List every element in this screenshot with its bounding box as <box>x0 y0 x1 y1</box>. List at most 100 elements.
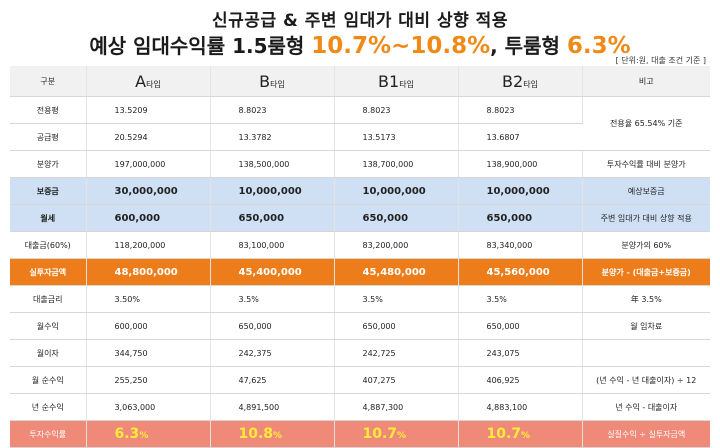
cell: 13.5173 <box>334 123 459 151</box>
note-annual-net: 년 수익 - 대출이자 <box>582 393 710 421</box>
cell: 8.8023 <box>458 96 583 124</box>
label-monthly-income: 월수익 <box>10 312 87 340</box>
cell: 4,891,500 <box>210 393 335 421</box>
yield-value: 10.7% <box>458 420 583 448</box>
title-highlight-1: 10.7%~10.8% <box>311 33 491 59</box>
label-yield: 투자수익률 <box>10 420 87 448</box>
title-mid: , 투룸형 <box>490 34 567 58</box>
cell: 4,887,300 <box>334 393 459 421</box>
cell: 650,000 <box>334 312 459 340</box>
cell: 48,800,000 <box>86 258 211 286</box>
label-price: 분양가 <box>10 150 87 178</box>
note-deposit: 예상보증금 <box>582 177 710 205</box>
cell: 3,063,000 <box>86 393 211 421</box>
row-monthly-net: 월 순수익 255,250 47,625 407,275 406,925 (년 … <box>10 366 710 394</box>
yield-value: 6.3% <box>86 420 211 448</box>
label-loan: 대출금(60%) <box>10 231 87 259</box>
cell: 650,000 <box>458 312 583 340</box>
cell: 406,925 <box>458 366 583 394</box>
note-monthly-income: 월 임차료 <box>582 312 710 340</box>
header-type-b1: B1타입 <box>334 66 459 97</box>
note-yield: 실질수익 ÷ 실투자금액 <box>582 420 710 448</box>
cell: 407,275 <box>334 366 459 394</box>
header-gubun: 구분 <box>10 66 87 97</box>
cell: 30,000,000 <box>86 177 211 205</box>
cell: 243,075 <box>458 339 583 367</box>
yield-table: 구분 A타입 B타입 B1타입 B2타입 비고 전용평 13.5209 8.80… <box>10 66 710 448</box>
cell: 650,000 <box>458 204 583 232</box>
cell: 45,480,000 <box>334 258 459 286</box>
label-monthly-interest: 월이자 <box>10 339 87 367</box>
yield-value: 10.8% <box>210 420 335 448</box>
cell: 83,200,000 <box>334 231 459 259</box>
title-highlight-2: 6.3% <box>566 33 631 59</box>
row-deposit: 보증금 30,000,000 10,000,000 10,000,000 10,… <box>10 177 710 205</box>
row-rent: 월세 600,000 650,000 650,000 650,000 주변 임대… <box>10 204 710 232</box>
cell: 83,100,000 <box>210 231 335 259</box>
cell: 10,000,000 <box>458 177 583 205</box>
cell: 650,000 <box>210 204 335 232</box>
cell: 138,900,000 <box>458 150 583 178</box>
cell: 3.5% <box>458 285 583 313</box>
cell: 344,750 <box>86 339 211 367</box>
cell: 10,000,000 <box>334 177 459 205</box>
label-area: 전용평 <box>10 96 87 124</box>
cell: 45,400,000 <box>210 258 335 286</box>
note-monthly-interest <box>582 339 710 367</box>
cell: 242,725 <box>334 339 459 367</box>
label-monthly-net: 월 순수익 <box>10 366 87 394</box>
row-loan: 대출금(60%) 118,200,000 83,100,000 83,200,0… <box>10 231 710 259</box>
cell: 4,883,100 <box>458 393 583 421</box>
unit-note: [ 단위:원, 대출 조건 기준 ] <box>615 56 706 65</box>
header-type-b2: B2타입 <box>458 66 583 97</box>
label-annual-net: 년 순수익 <box>10 393 87 421</box>
note-rate: 年 3.5% <box>582 285 710 313</box>
cell: 13.6807 <box>458 123 582 151</box>
title-line2: 예상 임대수익률 1.5룸형 10.7%~10.8%, 투룸형 6.3% <box>0 30 720 59</box>
header-row: 구분 A타입 B타입 B1타입 B2타입 비고 <box>10 66 710 97</box>
title-prefix: 예상 임대수익률 1.5룸형 <box>89 34 312 58</box>
note-area: 전용율 65.54% 기준 <box>582 96 710 151</box>
row-supply: 공급평 20.5294 13.3782 13.5173 13.6807 <box>10 123 710 151</box>
cell: 10,000,000 <box>210 177 335 205</box>
cell: 650,000 <box>334 204 459 232</box>
label-rate: 대출금리 <box>10 285 87 313</box>
label-actual: 실투자금액 <box>10 258 87 286</box>
cell: 255,250 <box>86 366 211 394</box>
row-monthly-income: 월수익 600,000 650,000 650,000 650,000 월 임차… <box>10 312 710 340</box>
note-actual: 분양가 - (대출금+보증금) <box>582 258 710 286</box>
header-note: 비고 <box>582 66 710 97</box>
note-loan: 분양가의 60% <box>582 231 710 259</box>
cell: 3.5% <box>334 285 459 313</box>
cell: 8.8023 <box>210 96 335 124</box>
row-annual-net: 년 순수익 3,063,000 4,891,500 4,887,300 4,88… <box>10 393 710 421</box>
cell: 47,625 <box>210 366 335 394</box>
cell: 600,000 <box>86 204 211 232</box>
cell: 13.3782 <box>210 123 335 151</box>
row-rate: 대출금리 3.50% 3.5% 3.5% 3.5% 年 3.5% <box>10 285 710 313</box>
cell: 3.50% <box>86 285 211 313</box>
cell: 242,375 <box>210 339 335 367</box>
cell: 13.5209 <box>86 96 211 124</box>
header-type-b: B타입 <box>210 66 335 97</box>
cell: 138,700,000 <box>334 150 459 178</box>
row-yield: 투자수익률 6.3% 10.8% 10.7% 10.7% 실질수익 ÷ 실투자금… <box>10 420 710 448</box>
row-actual-investment: 실투자금액 48,800,000 45,400,000 45,480,000 4… <box>10 258 710 286</box>
cell: 650,000 <box>210 312 335 340</box>
note-price: 투자수익률 대비 분양가 <box>582 150 710 178</box>
yield-value: 10.7% <box>334 420 459 448</box>
label-rent: 월세 <box>10 204 87 232</box>
cell: 118,200,000 <box>86 231 211 259</box>
cell: 600,000 <box>86 312 211 340</box>
cell: 8.8023 <box>334 96 459 124</box>
header-type-a: A타입 <box>86 66 211 97</box>
note-rent: 주변 임대가 대비 상향 적용 <box>582 204 710 232</box>
cell: 45,560,000 <box>458 258 583 286</box>
cell: 3.5% <box>210 285 335 313</box>
cell: 20.5294 <box>86 123 211 151</box>
row-area: 전용평 13.5209 8.8023 8.8023 8.8023 전용율 65.… <box>10 96 710 151</box>
label-supply: 공급평 <box>10 123 87 151</box>
cell: 83,340,000 <box>458 231 583 259</box>
cell: 197,000,000 <box>86 150 211 178</box>
row-price: 분양가 197,000,000 138,500,000 138,700,000 … <box>10 150 710 178</box>
